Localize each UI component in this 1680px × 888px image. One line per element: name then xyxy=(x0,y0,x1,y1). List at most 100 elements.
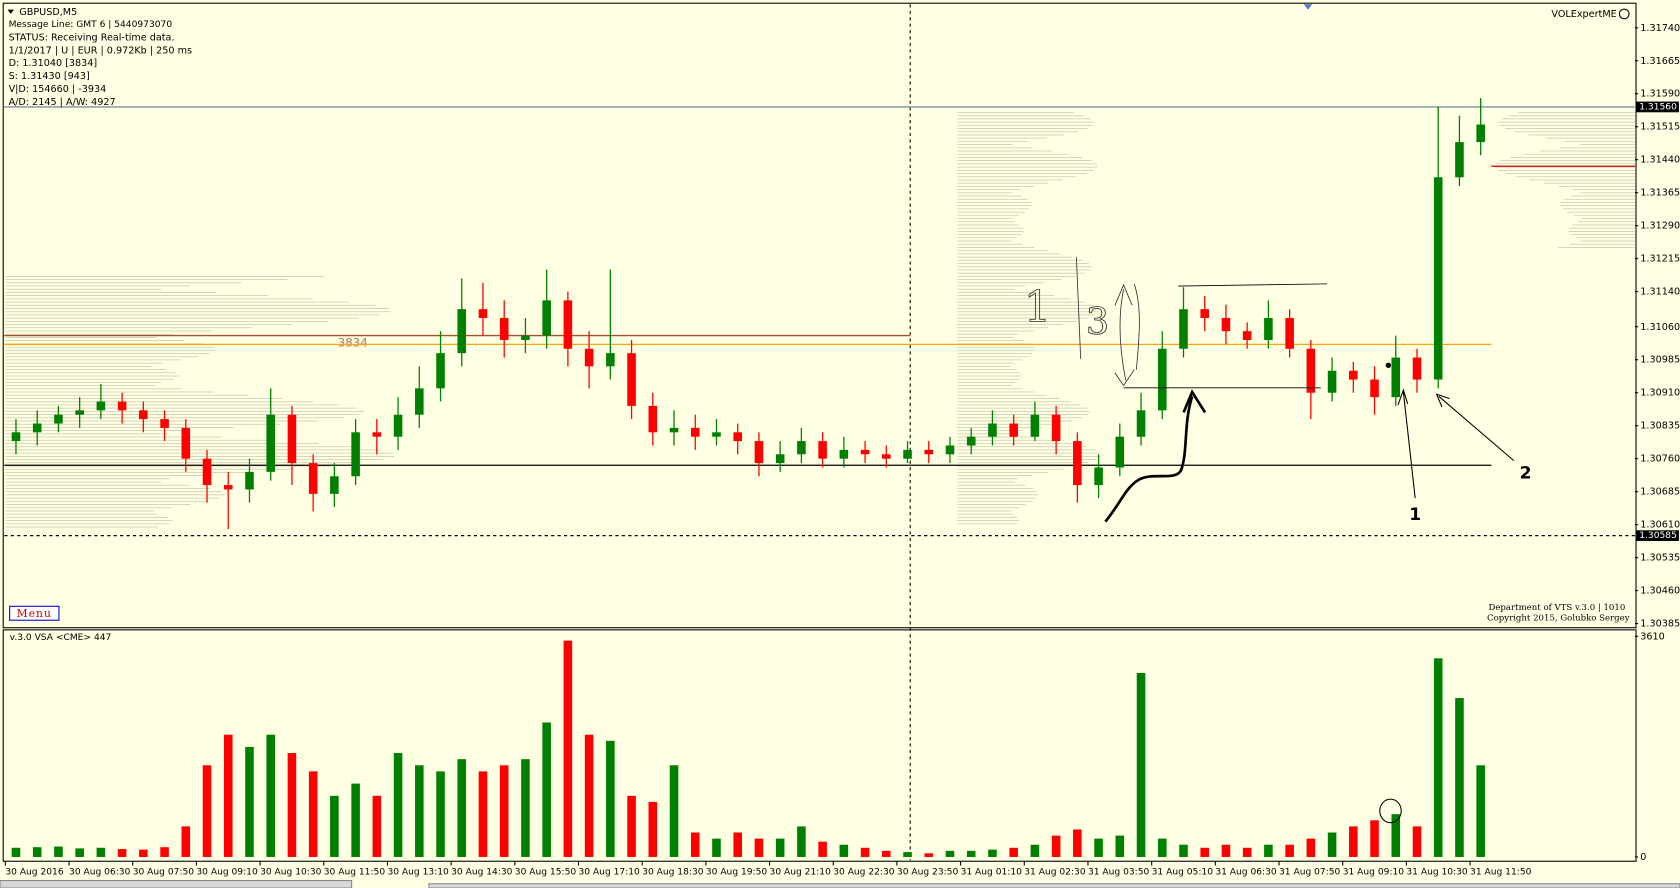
candle-body xyxy=(1136,410,1146,437)
candle-body xyxy=(754,441,764,464)
volume-bar xyxy=(11,847,21,857)
y-tick-label: 1.31290 xyxy=(1640,221,1680,232)
volume-panel xyxy=(2,629,1637,862)
annotation-label: 1 xyxy=(1409,505,1421,525)
volume-bar xyxy=(1433,658,1443,857)
volume-bar xyxy=(797,826,806,857)
volume-bar xyxy=(351,783,360,857)
volume-bar xyxy=(627,795,636,857)
volume-bar xyxy=(818,841,827,857)
volume-bar xyxy=(1221,844,1231,857)
volume-bar xyxy=(1094,838,1103,857)
candle-body xyxy=(351,432,360,477)
volume-bar xyxy=(436,771,445,857)
candle-body xyxy=(436,353,445,389)
volume-bar xyxy=(266,734,275,857)
x-tick-label: 30 Aug 13:10 xyxy=(387,867,449,877)
candle-body xyxy=(202,458,212,486)
scrollbar[interactable] xyxy=(428,883,1680,888)
candle-body xyxy=(415,388,424,415)
candle-body xyxy=(1391,357,1401,398)
candle-body xyxy=(1073,441,1082,486)
volume-profile xyxy=(5,112,1635,528)
candle-body xyxy=(903,449,912,459)
volume-bar xyxy=(1157,838,1167,857)
volume-bar xyxy=(415,765,424,857)
y-tick-label: 1.30910 xyxy=(1640,388,1680,399)
x-tick-label: 31 Aug 02:30 xyxy=(1024,867,1086,877)
candle-body xyxy=(499,317,509,340)
volume-bar xyxy=(223,734,233,857)
y-tick-label: 1.31215 xyxy=(1640,254,1680,265)
header-line: V|D: 154660 | -3934 xyxy=(9,84,107,95)
candle-body xyxy=(54,414,63,424)
x-tick-label: 30 Aug 10:30 xyxy=(260,867,322,877)
candle-body xyxy=(75,410,84,415)
annotation-arrow xyxy=(1435,393,1515,462)
volume-bar xyxy=(139,849,148,857)
volume-bar xyxy=(117,849,127,857)
y-tick-label: 3610 xyxy=(1640,631,1665,642)
candle-body xyxy=(32,423,42,433)
candle-body xyxy=(1433,177,1443,380)
volume-bar xyxy=(1412,826,1422,857)
menu-label[interactable]: Menu xyxy=(17,607,52,620)
header-line: GBPUSD,M5 xyxy=(19,7,77,18)
candle-body xyxy=(1412,357,1422,380)
volume-bar xyxy=(1285,844,1294,857)
candle-body xyxy=(988,423,997,437)
x-tick-label: 30 Aug 18:30 xyxy=(642,867,704,877)
candle-body xyxy=(690,427,700,437)
x-tick-label: 30 Aug 19:50 xyxy=(706,867,768,877)
candle-body xyxy=(669,427,679,433)
volume-bars xyxy=(11,640,1485,857)
volume-bar xyxy=(1306,838,1316,857)
candle-body xyxy=(245,471,254,490)
y-tick-label: 1.31740 xyxy=(1640,23,1680,34)
candle-body xyxy=(266,414,275,472)
collapse-icon xyxy=(7,9,14,14)
volume-bar xyxy=(606,740,615,857)
candle-body xyxy=(712,432,721,437)
scrollbar[interactable] xyxy=(0,879,353,888)
footer-line: Copyright 2015, Golubko Sergey xyxy=(1487,614,1630,624)
volume-bar xyxy=(1370,820,1379,857)
volume-bar xyxy=(988,849,997,857)
x-tick-label: 30 Aug 21:10 xyxy=(770,867,832,877)
candle-body xyxy=(584,348,594,367)
candle-body xyxy=(1157,348,1167,411)
x-tick-label: 30 Aug 2016 xyxy=(5,867,63,877)
volume-bar xyxy=(1455,698,1464,857)
annotation-label: 2 xyxy=(1520,463,1532,483)
x-tick-label: 30 Aug 09:10 xyxy=(196,867,258,877)
candle-body xyxy=(882,454,891,459)
candle-body xyxy=(563,300,573,349)
menu-button[interactable] xyxy=(9,605,60,621)
volume-bar xyxy=(1073,829,1082,857)
x-tick-label: 31 Aug 07:50 xyxy=(1279,867,1341,877)
volume-bar xyxy=(924,853,934,857)
volume-bar xyxy=(32,847,42,857)
volume-bar xyxy=(308,771,318,857)
volume-bar xyxy=(542,722,551,857)
hand-arrowhead xyxy=(1182,389,1207,414)
brand: VOLExpertME xyxy=(1551,9,1616,20)
candle-body xyxy=(1030,414,1040,437)
candle-body xyxy=(839,449,849,459)
volume-bar xyxy=(160,847,169,857)
candle-body xyxy=(521,335,530,340)
y-tick-label: 1.31515 xyxy=(1640,122,1680,133)
y-tick-label: 1.30685 xyxy=(1640,487,1680,498)
candle-body xyxy=(860,449,870,455)
x-tick-label: 31 Aug 06:30 xyxy=(1215,867,1277,877)
candle-body xyxy=(1051,414,1061,442)
candle-body xyxy=(733,432,743,442)
header-line: 1/1/2017 | U | EUR | 0.972Kb | 250 ms xyxy=(9,45,192,56)
brand-icon[interactable] xyxy=(1618,8,1630,20)
header-line: A/D: 2145 | A/W: 4927 xyxy=(9,97,116,108)
x-tick-label: 30 Aug 06:30 xyxy=(69,867,131,877)
y-tick-label: 1.31440 xyxy=(1640,155,1680,166)
volume-bar xyxy=(96,847,106,857)
y-tick-label: 1.31060 xyxy=(1640,322,1680,333)
candle-body xyxy=(1200,309,1210,318)
